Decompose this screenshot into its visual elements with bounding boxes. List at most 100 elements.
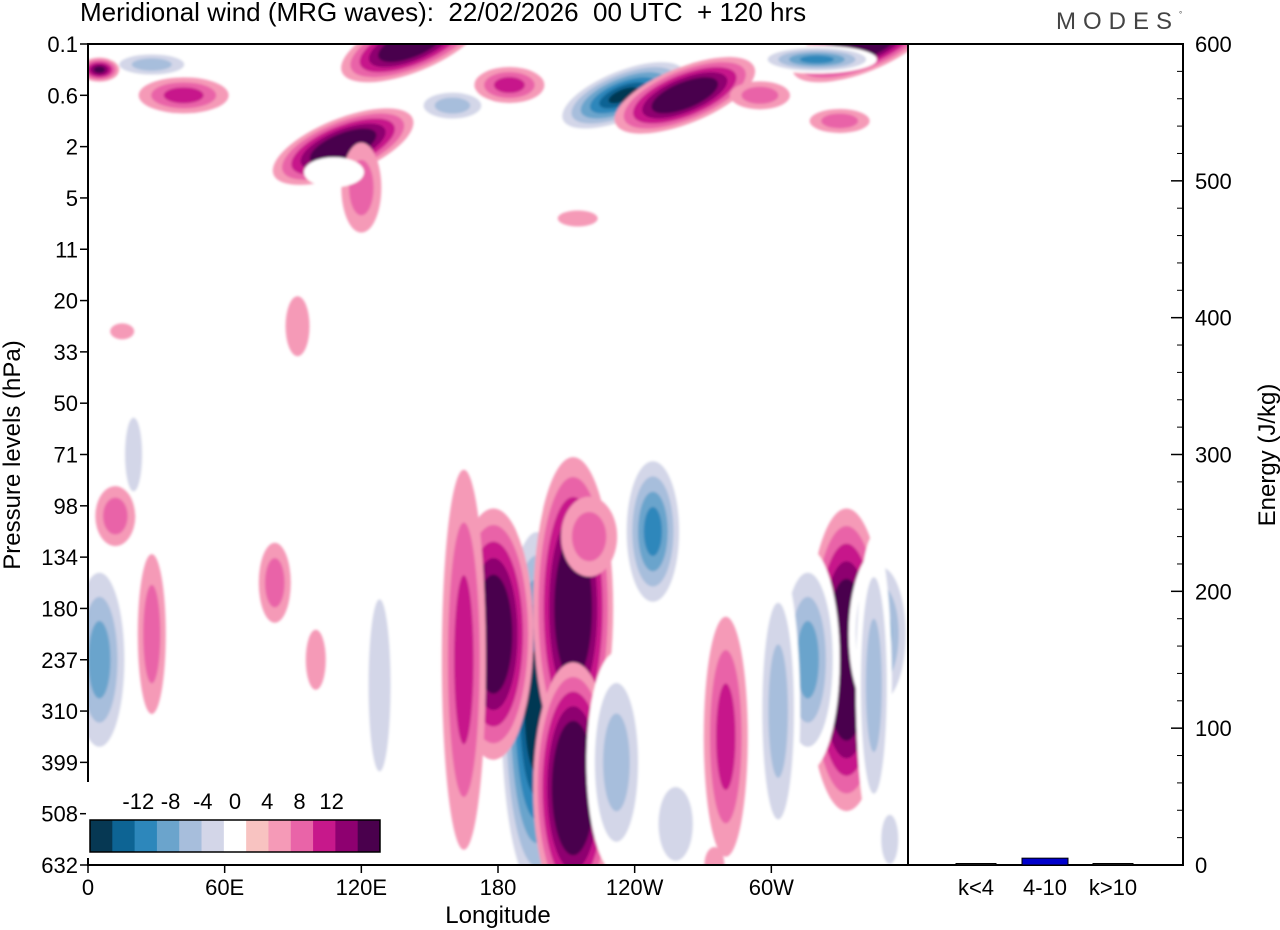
contour-band	[821, 113, 859, 129]
colorbar-swatch	[201, 820, 225, 852]
contour-band	[796, 621, 819, 699]
energy-tick-label: 500	[1195, 169, 1232, 194]
contour-band	[368, 599, 391, 772]
contour-band	[285, 296, 310, 357]
colorbar-swatch	[268, 820, 292, 852]
contour-band	[865, 618, 882, 753]
y-tick-label: 0.1	[47, 32, 78, 57]
y-tick-label: 237	[41, 648, 78, 673]
y-tick-label: 20	[54, 289, 78, 314]
y-axis: 0.1 0.6 2 5 11 20 33 50 71 98 134 180 237 310 399 508 63…	[41, 32, 88, 878]
y-tick-label: 399	[41, 750, 78, 775]
contour-band	[643, 506, 663, 556]
colorbar-label: -12	[122, 789, 154, 814]
contour-band	[264, 558, 285, 608]
contour-band	[768, 644, 788, 778]
contour-band	[454, 575, 474, 745]
logo-text: MODES	[1056, 8, 1180, 35]
y-tick-label: 33	[54, 340, 78, 365]
y-tick-label: 134	[41, 545, 78, 570]
contour-band	[201, 671, 226, 752]
y-tick-label: 50	[54, 391, 78, 416]
modes-logo: MODES°	[1056, 8, 1182, 36]
contour-band	[608, 87, 639, 104]
energy-tick-label: 0	[1195, 853, 1207, 878]
colorbar-frame	[89, 819, 381, 853]
energy-tick-label: 200	[1195, 579, 1232, 604]
colorbar-label: 8	[293, 789, 305, 814]
energy-tick-label: 400	[1195, 306, 1232, 331]
contour-band	[485, 607, 502, 661]
x-tick-label: 0	[82, 875, 94, 900]
logo-mark: °	[1179, 10, 1183, 19]
colorbar-swatch	[357, 820, 381, 852]
energy-bar	[1021, 857, 1069, 866]
contour-band	[658, 787, 693, 861]
energy-bar	[955, 863, 997, 866]
contour-band	[124, 417, 143, 492]
contour-band	[669, 87, 700, 104]
contour-band	[564, 576, 582, 641]
colorbar-swatch	[290, 820, 314, 852]
colorbar: -12 -8 -4 0 4 8 12	[86, 782, 384, 858]
x-tick-label: 120E	[336, 875, 387, 900]
contour-band	[716, 683, 736, 791]
x-tick-label: 60E	[205, 875, 244, 900]
x-tick-label: 180	[480, 875, 517, 900]
contour-field	[88, 44, 908, 865]
colorbar-swatch	[335, 820, 359, 852]
x-axis: 0 60E 120E 180 120W 60W	[82, 865, 794, 900]
y-tick-label: 0.6	[47, 83, 78, 108]
colorbar-label: 12	[319, 789, 343, 814]
energy-category-label: k<4	[958, 875, 994, 900]
energy-category-label: k>10	[1089, 875, 1137, 900]
y-tick-label: 508	[41, 802, 78, 827]
contour-band	[184, 152, 265, 183]
contour-band	[603, 713, 630, 812]
x-tick-label: 60W	[749, 875, 794, 900]
contour-band	[492, 241, 504, 258]
contour-band	[304, 157, 364, 188]
contour-band	[428, 467, 441, 504]
contour-band	[493, 77, 525, 94]
contour-band	[616, 160, 677, 185]
colorbar-swatch	[112, 820, 136, 852]
energy-bars: k<4 4-10 k>10	[955, 857, 1137, 900]
contour-band	[799, 55, 835, 64]
y-axis-title: Pressure levels (hPa)	[0, 340, 26, 569]
colorbar-label: 0	[229, 789, 241, 814]
energy-axis: 0 100 200 300 400 500 600	[1171, 32, 1232, 878]
x-tick-label: 120W	[606, 875, 664, 900]
contour-band	[557, 210, 598, 227]
contour-band	[703, 351, 716, 364]
energy-bar	[1092, 863, 1134, 866]
y-tick-label: 2	[66, 135, 78, 160]
energy-category-label: 4-10	[1023, 875, 1067, 900]
y-tick-label: 98	[54, 494, 78, 519]
chart-title: Meridional wind (MRG waves): 22/02/2026 …	[80, 0, 807, 27]
colorbar-swatch	[156, 820, 180, 852]
contour-band	[881, 814, 899, 864]
contour-band	[396, 44, 427, 53]
contour-band	[571, 511, 607, 562]
colorbar-label: -4	[193, 789, 213, 814]
colorbar-swatch	[179, 820, 203, 852]
colorbar-swatch	[223, 820, 247, 852]
contour-band	[88, 621, 111, 699]
contour-band	[749, 496, 794, 567]
colorbar-swatch	[90, 820, 113, 852]
contour-band	[163, 87, 204, 104]
y-tick-label: 71	[54, 443, 78, 468]
contour-band	[741, 86, 779, 104]
colorbar-label: -8	[161, 789, 181, 814]
colorbar-swatch	[313, 820, 336, 852]
contour-band	[305, 629, 326, 690]
contour-band	[434, 97, 471, 114]
y-tick-label: 310	[41, 699, 78, 724]
contour-band	[103, 497, 128, 535]
contour-band	[143, 584, 161, 684]
energy-axis-title: Energy (J/kg)	[1254, 384, 1280, 527]
colorbar-swatch	[246, 820, 269, 852]
y-tick-label: 180	[41, 596, 78, 621]
